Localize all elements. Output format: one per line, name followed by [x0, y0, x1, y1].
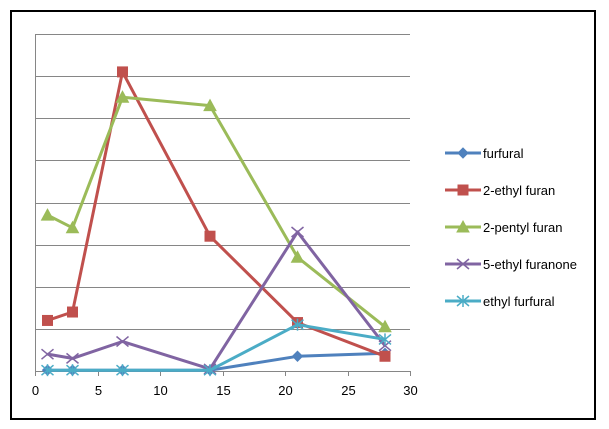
series-line-ethyl-furfural [47, 323, 386, 372]
legend-marker-2-ethyl-furan [457, 184, 469, 196]
legend-marker-furfural [457, 147, 469, 159]
data-point-2-ethyl-furan-3 [67, 306, 78, 318]
x-tick-label-15: 15 [216, 383, 230, 398]
data-point-2-ethyl-furan-14 [204, 230, 216, 242]
data-point-2-pentyl-furan-14 [203, 98, 217, 112]
data-point-2-pentyl-furan-1 [40, 208, 55, 221]
x-tick-label-0: 0 [32, 383, 39, 398]
data-point-5-ethyl-furanone-7 [116, 335, 129, 348]
legend-item-ethyl-furfural: ethyl furfural [445, 294, 555, 309]
legend-marker-2-pentyl-furan [456, 219, 470, 233]
data-point-ethyl-furfural-1 [41, 364, 54, 377]
legend-item-2-pentyl-furan: 2-pentyl furan [445, 219, 563, 235]
data-point-ethyl-furfural-14 [203, 364, 217, 377]
legend-item-furfural: furfural [445, 146, 524, 161]
legend-label-5-ethyl-furanone: 5-ethyl furanone [483, 257, 577, 272]
legend-label-2-pentyl-furan: 2-pentyl furan [483, 220, 563, 235]
series-line-5-ethyl-furanone [47, 230, 387, 371]
series-5-ethyl-furanone [41, 226, 392, 375]
data-point-ethyl-furfural-28 [378, 333, 392, 346]
series-lines [40, 66, 392, 377]
chart-frame [10, 10, 596, 420]
x-tick-label-30: 30 [403, 383, 417, 398]
legend-label-furfural: furfural [483, 146, 524, 161]
data-point-2-ethyl-furan-7 [117, 66, 128, 78]
legend-label-ethyl-furfural: ethyl furfural [483, 294, 555, 309]
x-tick-label-10: 10 [153, 383, 167, 398]
x-tick-label-5: 5 [95, 383, 102, 398]
data-point-ethyl-furfural-7 [116, 364, 129, 377]
series-line-2-pentyl-furan [46, 95, 386, 328]
data-point-furfural-21 [291, 350, 304, 362]
legend: furfural 2-ethyl furan 2-pentyl furan 5-eth… [445, 146, 577, 309]
legend-item-2-ethyl-furan: 2-ethyl furan [445, 183, 555, 198]
data-point-ethyl-furfural-21 [291, 318, 304, 331]
legend-label-2-ethyl-furan: 2-ethyl furan [483, 183, 555, 198]
x-tick-label-25: 25 [341, 383, 355, 398]
legend-marker-ethyl-furfural [456, 295, 470, 307]
data-point-2-ethyl-furan-1 [42, 314, 53, 326]
series-ethyl-furfural [41, 318, 392, 377]
data-point-2-pentyl-furan-21 [290, 250, 305, 263]
series-2-pentyl-furan [40, 90, 392, 333]
data-point-2-ethyl-furan-28 [379, 350, 391, 362]
data-point-2-pentyl-furan-3 [65, 220, 80, 234]
legend-marker-5-ethyl-furanone [456, 258, 470, 270]
data-point-5-ethyl-furanone-3 [66, 352, 79, 364]
data-point-2-pentyl-furan-7 [115, 90, 130, 103]
x-tick-label-20: 20 [278, 383, 292, 398]
data-point-5-ethyl-furanone-21 [291, 226, 304, 238]
data-point-2-pentyl-furan-28 [378, 319, 392, 333]
legend-item-5-ethyl-furanone: 5-ethyl furanone [445, 257, 577, 272]
data-point-5-ethyl-furanone-1 [41, 348, 54, 360]
data-point-ethyl-furfural-3 [66, 364, 79, 377]
